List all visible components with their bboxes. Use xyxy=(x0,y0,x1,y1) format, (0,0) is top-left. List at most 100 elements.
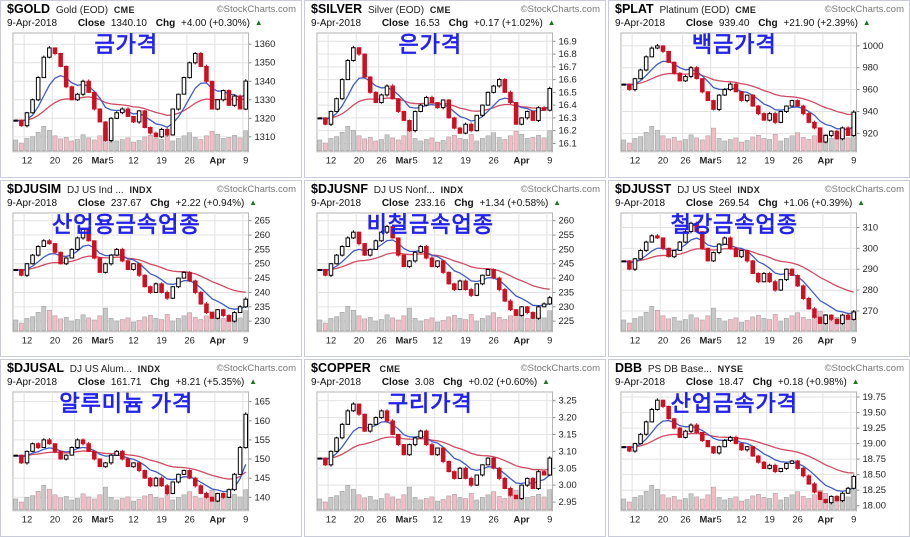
chg-value: +8.21 (+5.35%) xyxy=(175,377,245,389)
close-label: Close xyxy=(381,18,410,29)
svg-text:12: 12 xyxy=(326,334,336,345)
chart-header: ©StockCharts.com $GOLD Gold (EOD) CME xyxy=(7,3,298,17)
svg-text:235: 235 xyxy=(254,300,270,311)
chart-symbol: $SILVER xyxy=(311,2,363,16)
svg-text:5: 5 xyxy=(413,334,418,345)
svg-text:12: 12 xyxy=(736,155,746,166)
candlestick-chart: 310 300 290 280 270 12 20 26 Mar 5 12 19 26 Apr 9 xyxy=(620,212,878,345)
svg-text:250: 250 xyxy=(558,243,574,254)
svg-text:16.5: 16.5 xyxy=(558,86,576,97)
chg-value: +0.02 (+0.60%) xyxy=(468,377,538,389)
svg-text:19: 19 xyxy=(156,155,166,166)
svg-text:1000: 1000 xyxy=(862,40,883,51)
svg-text:3.10: 3.10 xyxy=(558,446,576,457)
close-value: 233.16 xyxy=(414,197,446,209)
svg-text:3.00: 3.00 xyxy=(558,479,576,490)
svg-text:9: 9 xyxy=(547,155,552,166)
svg-text:12: 12 xyxy=(630,155,640,166)
svg-text:12: 12 xyxy=(326,155,336,166)
close-value: 269.54 xyxy=(718,197,750,209)
plot-area: 3.25 3.20 3.15 3.10 3.05 3.00 2.95 12 20 26 Mar 5 12… xyxy=(311,390,602,536)
plot-area: 265 260 255 250 245 240 235 230 12 20 26 Mar 5 12 19 26… xyxy=(7,211,298,357)
chart-date: 9-Apr-2018 xyxy=(615,377,666,389)
svg-text:18.00: 18.00 xyxy=(862,500,886,511)
svg-text:300: 300 xyxy=(862,242,878,253)
chart-description: DJ US Alum... xyxy=(69,364,132,376)
svg-text:20: 20 xyxy=(354,334,364,345)
svg-text:Apr: Apr xyxy=(514,334,531,345)
svg-text:5: 5 xyxy=(109,155,114,166)
svg-text:Apr: Apr xyxy=(818,514,835,525)
chart-header: ©StockCharts.com DBB PS DB Base... NYSE xyxy=(615,362,906,376)
close-label: Close xyxy=(685,197,714,209)
close-label: Close xyxy=(685,377,714,389)
chart-exchange: INDX xyxy=(737,184,761,195)
svg-text:26: 26 xyxy=(72,155,82,166)
close-value: 1340.10 xyxy=(110,18,147,29)
svg-text:3.25: 3.25 xyxy=(558,395,576,406)
svg-text:1340: 1340 xyxy=(254,75,275,86)
svg-text:3.15: 3.15 xyxy=(558,429,576,440)
svg-text:5: 5 xyxy=(413,155,418,166)
candlestick-chart: 265 260 255 250 245 240 235 230 12 20 26 Mar 5 12 19 26… xyxy=(12,212,270,345)
svg-text:20: 20 xyxy=(658,514,668,525)
chart-exchange: NYSE xyxy=(717,364,744,375)
close-label: Close xyxy=(77,18,106,29)
close-label: Close xyxy=(685,18,714,29)
chart-symbol: $PLAT xyxy=(615,2,654,16)
chg-label: Chg xyxy=(758,18,778,29)
chart-quote-line: 9-Apr-2018 Close 16.53 Chg +0.17 (+1.02%… xyxy=(311,17,602,30)
svg-text:260: 260 xyxy=(254,229,270,240)
close-label: Close xyxy=(381,197,410,209)
svg-text:Apr: Apr xyxy=(818,155,835,166)
svg-text:5: 5 xyxy=(109,514,114,525)
up-arrow-icon: ▲ xyxy=(862,18,871,27)
svg-text:230: 230 xyxy=(254,315,270,326)
svg-text:16.6: 16.6 xyxy=(558,74,576,85)
svg-text:19.25: 19.25 xyxy=(862,422,886,433)
svg-text:960: 960 xyxy=(862,84,878,95)
chart-exchange: INDX xyxy=(440,184,464,195)
svg-text:20: 20 xyxy=(50,334,60,345)
svg-text:19: 19 xyxy=(460,514,470,525)
svg-text:9: 9 xyxy=(851,334,856,345)
svg-text:19: 19 xyxy=(764,155,774,166)
chart-description: Platinum (EOD) xyxy=(659,5,730,16)
chg-label: Chg xyxy=(448,18,469,29)
svg-text:Mar: Mar xyxy=(699,514,716,525)
chart-header: ©StockCharts.com $DJUSAL DJ US Alum... I… xyxy=(7,362,298,376)
chart-exchange: INDX xyxy=(137,364,161,375)
chart-symbol: $DJUSAL xyxy=(7,361,64,376)
svg-text:5: 5 xyxy=(109,334,114,345)
chart-symbol: $DJUSIM xyxy=(7,181,62,196)
svg-text:Mar: Mar xyxy=(91,155,108,166)
svg-text:5: 5 xyxy=(717,514,722,525)
svg-text:26: 26 xyxy=(184,155,194,166)
svg-text:270: 270 xyxy=(862,305,878,316)
svg-text:155: 155 xyxy=(254,434,270,445)
close-value: 161.71 xyxy=(110,377,142,389)
svg-text:12: 12 xyxy=(432,334,442,345)
svg-text:12: 12 xyxy=(128,514,138,525)
chart-quote-line: 9-Apr-2018 Close 237.67 Chg +2.22 (+0.94… xyxy=(7,197,298,210)
svg-text:5: 5 xyxy=(413,514,418,525)
chg-value: +4.00 (+0.30%) xyxy=(181,18,250,29)
svg-text:265: 265 xyxy=(254,214,270,225)
svg-text:19: 19 xyxy=(460,155,470,166)
svg-text:9: 9 xyxy=(851,155,856,166)
svg-text:310: 310 xyxy=(862,221,878,232)
chg-label: Chg xyxy=(454,197,474,209)
svg-text:Mar: Mar xyxy=(91,514,108,525)
svg-text:9: 9 xyxy=(243,514,248,525)
chart-date: 9-Apr-2018 xyxy=(7,377,58,389)
svg-text:26: 26 xyxy=(792,334,802,345)
chart-panel: ©StockCharts.com $DJUSNF DJ US Nonf... I… xyxy=(304,179,606,358)
svg-text:20: 20 xyxy=(658,155,668,166)
svg-text:16.3: 16.3 xyxy=(558,112,576,123)
chart-quote-line: 9-Apr-2018 Close 233.16 Chg +1.34 (+0.58… xyxy=(311,197,602,210)
stockcharts-watermark: ©StockCharts.com xyxy=(520,363,600,375)
up-arrow-icon: ▲ xyxy=(553,197,562,207)
svg-text:Apr: Apr xyxy=(210,514,227,525)
chg-value: +21.90 (+2.39%) xyxy=(783,18,858,29)
